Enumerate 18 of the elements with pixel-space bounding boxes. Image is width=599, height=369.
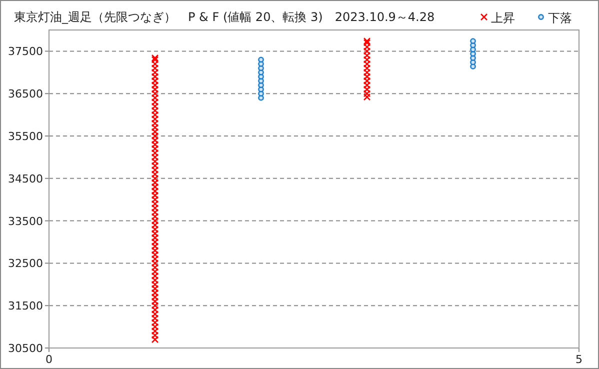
- y-tick-label: 30500: [8, 342, 43, 355]
- point: [470, 46, 476, 52]
- legend-label: 下落: [548, 11, 572, 25]
- y-tick-label: 35500: [8, 130, 43, 143]
- point: [470, 64, 476, 70]
- x-tick-label: 5: [576, 353, 582, 366]
- y-tick-label: 31500: [8, 300, 43, 313]
- legend-label: 上昇: [491, 11, 515, 25]
- y-tick-label: 34500: [8, 172, 43, 186]
- point: [470, 55, 476, 61]
- point: [470, 38, 476, 44]
- point: [258, 56, 264, 63]
- y-tick-label: 37500: [8, 45, 43, 58]
- y-tick-label: 32500: [8, 257, 43, 270]
- x-tick-label: 0: [46, 353, 52, 366]
- y-tick-label: 36500: [8, 88, 43, 101]
- chart-title: 東京灯油_週足（先限つなぎ） P & F (値幅 20、転換 3) 2023.10.9～4.28: [14, 10, 435, 24]
- y-tick-label: 33500: [8, 214, 43, 228]
